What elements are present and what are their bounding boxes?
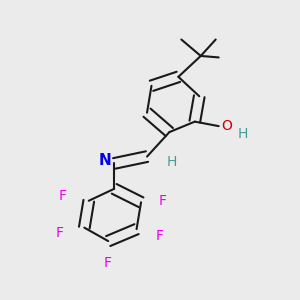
Text: N: N <box>99 153 112 168</box>
Text: F: F <box>56 226 64 240</box>
Text: H: H <box>238 127 248 141</box>
Text: O: O <box>221 119 232 133</box>
Text: F: F <box>159 194 167 208</box>
Text: H: H <box>167 155 177 169</box>
Text: F: F <box>156 229 164 243</box>
Text: F: F <box>59 189 67 203</box>
Text: F: F <box>103 256 112 270</box>
